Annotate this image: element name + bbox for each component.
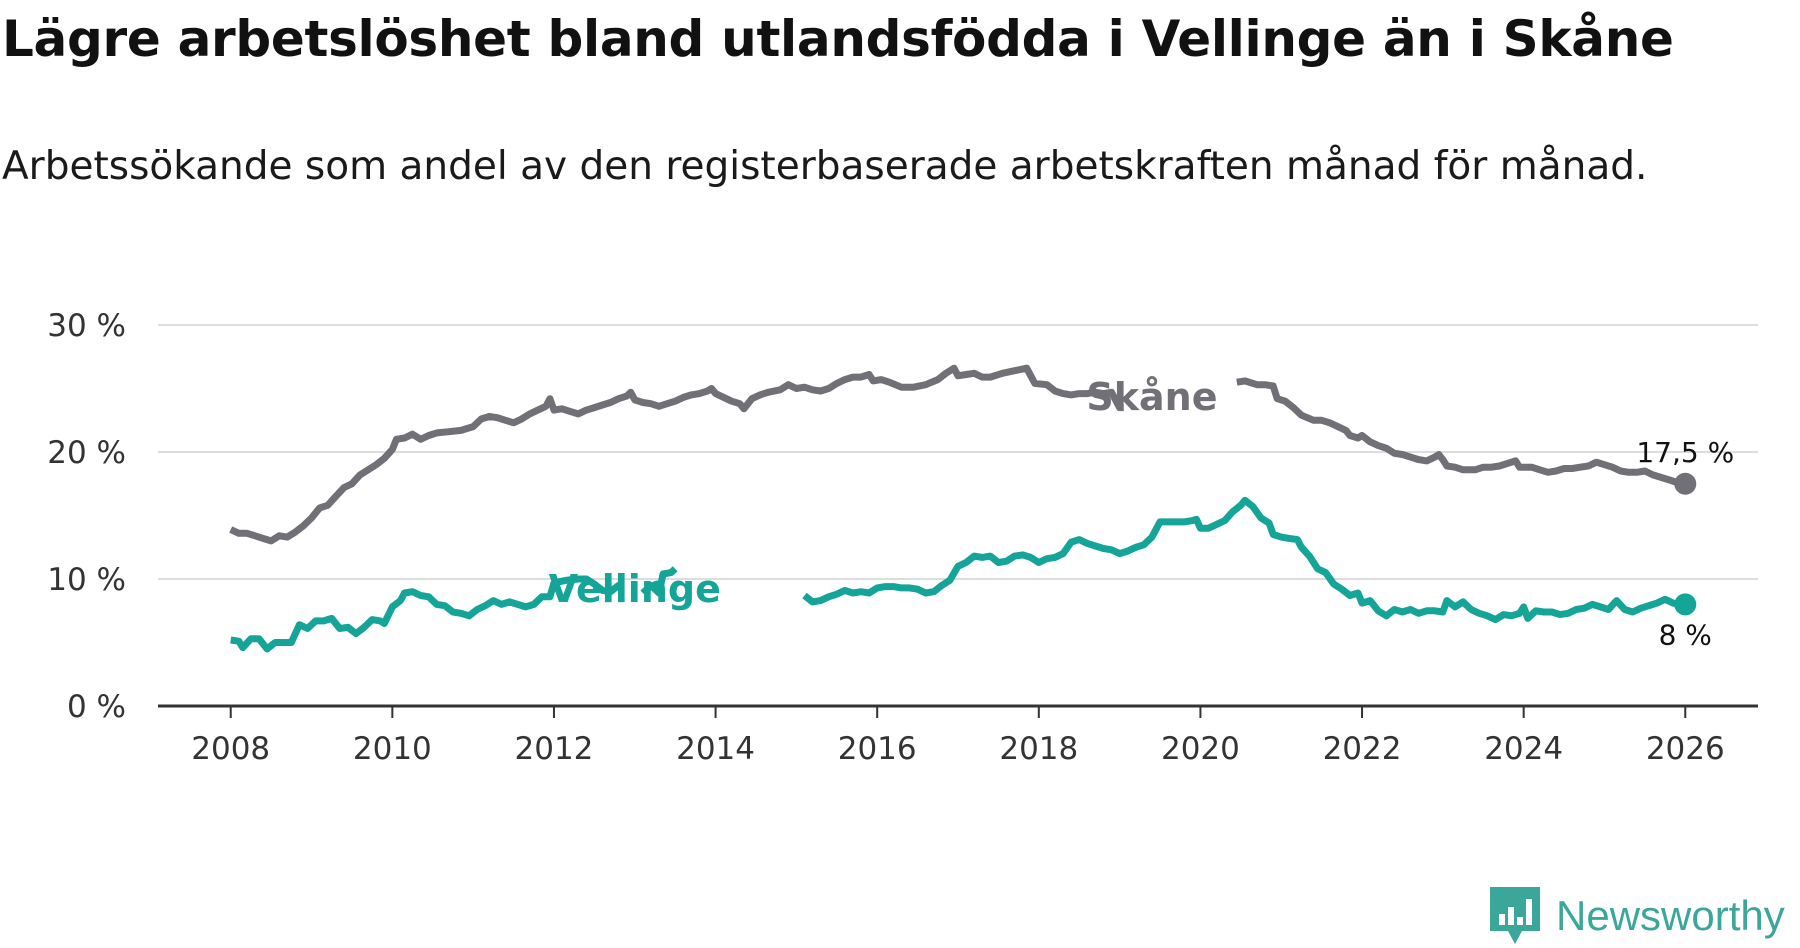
x-tick-label-2008: 2008 (191, 731, 270, 767)
series-lines (229, 364, 1697, 653)
y-tick-label-20: 20 % (47, 435, 126, 471)
chart-subtitle: Arbetssökande som andel av den registerb… (2, 144, 1648, 189)
x-tick-label-2022: 2022 (1323, 731, 1402, 767)
skne-end-value-label: 17,5 % (1636, 436, 1734, 469)
x-tick-label-2010: 2010 (353, 731, 432, 767)
y-tick-label-0: 0 % (67, 689, 126, 725)
series-labels: Skåne 17,5 % Vellinge 8 % (549, 375, 1735, 651)
vellinge-series-label: Vellinge (549, 567, 721, 611)
grid-lines (158, 324, 1758, 580)
brand-name: Newsworthy (1556, 892, 1785, 939)
x-tick-label-2026: 2026 (1646, 731, 1725, 767)
skne-series-label: Skåne (1086, 375, 1217, 419)
chart-title: Lägre arbetslöshet bland utlandsfödda i … (2, 10, 1674, 68)
skne-line-segment-1 (1236, 377, 1686, 488)
x-axis: 2008 2010 2012 2014 2016 2018 2020 2022 2024 2026 (158, 704, 1758, 767)
x-tick-label-2012: 2012 (515, 731, 594, 767)
skne-line-segment-0 (229, 364, 1124, 545)
y-tick-label-10: 10 % (47, 562, 126, 598)
skne-end-marker (1674, 472, 1697, 495)
x-tick-label-2014: 2014 (676, 731, 755, 767)
vellinge-end-value-label: 8 % (1659, 618, 1712, 651)
x-tick-label-2024: 2024 (1484, 731, 1563, 767)
vellinge-line-segment-1 (640, 566, 678, 597)
vellinge-line-segment-2 (802, 496, 1687, 624)
x-tick-label-2020: 2020 (1161, 731, 1240, 767)
x-tick-label-2016: 2016 (838, 731, 917, 767)
y-axis-tick-labels: 0 % 10 % 20 % 30 % (47, 308, 126, 725)
bar-chart-speech-bubble-icon (1490, 887, 1540, 944)
y-tick-label-30: 30 % (47, 308, 126, 344)
newsworthy-brand[interactable]: Newsworthy (1490, 887, 1785, 944)
vellinge-line-segment-0 (230, 575, 624, 653)
x-tick-label-2018: 2018 (999, 731, 1078, 767)
vellinge-end-marker (1674, 593, 1697, 616)
